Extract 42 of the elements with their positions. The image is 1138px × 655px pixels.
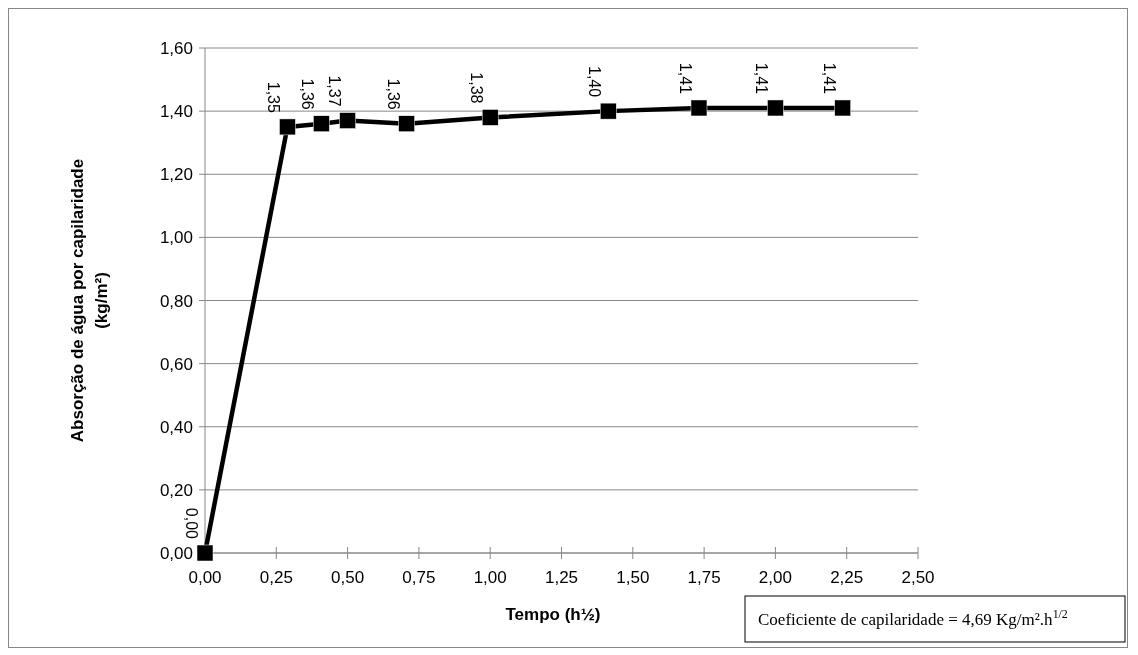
point xyxy=(398,115,415,132)
y-tick-label: 0,60 xyxy=(159,354,193,374)
text: Coeficiente de capilaridade = 4,69 Kg/m².h$^{1/2}$ xyxy=(758,607,1068,629)
point xyxy=(339,112,356,129)
point xyxy=(767,99,784,117)
data-label: 1,41 xyxy=(676,62,694,95)
point xyxy=(196,544,214,562)
y-tick-label: 0,00 xyxy=(159,544,193,563)
data-label: 1,38 xyxy=(468,72,486,104)
point xyxy=(481,109,499,126)
point xyxy=(313,115,330,132)
x-tick-label: 2,50 xyxy=(901,568,935,587)
x-tick-label: 0,25 xyxy=(259,568,293,587)
data-label: 1,36 xyxy=(299,78,317,110)
data-label: 1,37 xyxy=(325,75,343,107)
y-tick-label: 0,20 xyxy=(159,480,193,500)
y-tick-label: 0,40 xyxy=(159,417,193,437)
point xyxy=(834,99,851,117)
y-tick-label: 1,60 xyxy=(159,39,193,58)
x-tick-label: 0,00 xyxy=(188,568,222,587)
data-label: 1,35 xyxy=(265,81,283,114)
x-axis-title: Tempo (h½) xyxy=(505,605,601,624)
x-tick-label: 0,75 xyxy=(402,568,436,587)
x-tick-label: 1,75 xyxy=(687,568,721,587)
x-tick-label: 2,25 xyxy=(830,568,864,587)
data-label: 1,40 xyxy=(586,65,604,98)
x-tick-label: 1,00 xyxy=(473,568,507,587)
point xyxy=(690,99,708,117)
x-tick-label: 0,50 xyxy=(331,568,365,587)
x-tick-label: 2,00 xyxy=(758,568,792,587)
x-tick-label: 1,25 xyxy=(544,568,579,587)
data-label: 1,36 xyxy=(384,78,402,110)
point xyxy=(600,102,617,120)
y-tick-label: 0,80 xyxy=(159,291,193,311)
y-tick-label: 1,20 xyxy=(159,165,193,185)
y-axis-title: Absorção de água por capilaridade (kg/m²) xyxy=(68,158,111,443)
data-label: 1,41 xyxy=(820,62,838,95)
data-label: 1,41 xyxy=(753,62,771,95)
y-tick-label: 1,00 xyxy=(159,228,193,248)
y-tick-label: 1,40 xyxy=(159,102,193,122)
x-tick-label: 1,50 xyxy=(616,568,650,587)
point xyxy=(279,118,296,136)
